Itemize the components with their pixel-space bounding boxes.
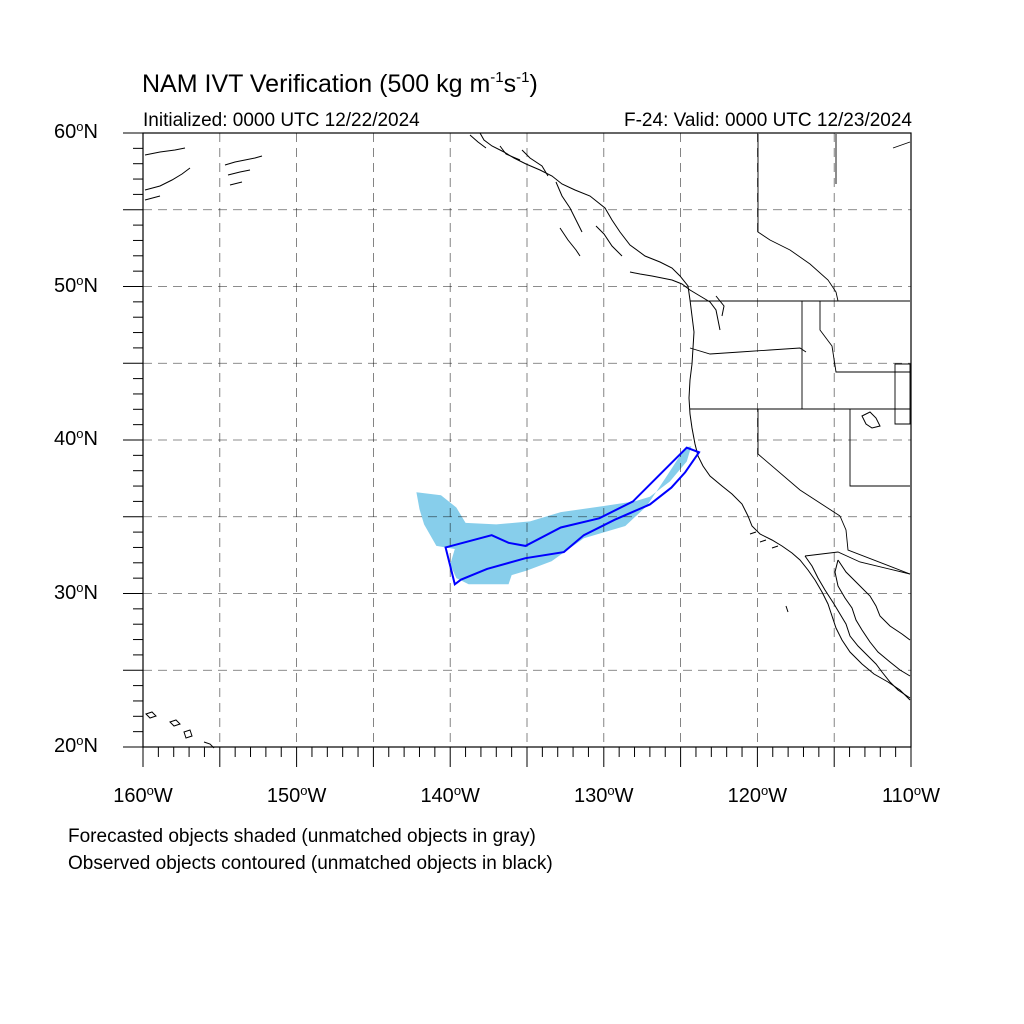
observed-ivt-contour xyxy=(444,446,701,586)
gulf-of-california xyxy=(834,559,911,677)
lon-label-160: 160oW xyxy=(113,783,173,807)
border-id xyxy=(801,301,910,409)
forecast-ivt-object xyxy=(416,446,692,585)
coastline-alaska xyxy=(144,134,725,331)
lon-label-120: 120oW xyxy=(727,783,788,807)
lat-label-40: 40oN xyxy=(54,426,98,450)
border-us-mexico xyxy=(804,551,911,575)
observed-legend-note: Observed objects contoured (unmatched ob… xyxy=(68,853,553,874)
great-salt-lake xyxy=(861,411,881,429)
lon-label-150: 150oW xyxy=(266,783,327,807)
lat-label-60: 60oN xyxy=(54,119,98,143)
coastline-north-america xyxy=(479,132,911,701)
lon-label-140: 140oW xyxy=(420,783,480,807)
border-wa-or xyxy=(689,347,807,355)
hawaii-islands xyxy=(145,711,215,749)
border-ca-nv xyxy=(757,409,841,517)
lon-label-130: 130oW xyxy=(574,783,634,807)
forecast-legend-note: Forecasted objects shaded (unmatched obj… xyxy=(68,826,536,847)
border-top-right xyxy=(892,141,911,149)
border-canada-bc-ab xyxy=(757,134,839,302)
border-nv-az xyxy=(839,409,911,575)
initialized-time: Initialized: 0000 UTC 12/22/2024 xyxy=(143,110,420,131)
lat-label-20: 20oN xyxy=(54,733,98,757)
coastline-baja xyxy=(804,555,911,699)
channel-islands xyxy=(749,531,789,613)
valid-time: F-24: Valid: 0000 UTC 12/23/2024 xyxy=(624,110,912,131)
lat-label-50: 50oN xyxy=(54,272,98,297)
lon-label-110: 110oW xyxy=(881,783,941,807)
border-right-edge xyxy=(894,363,911,425)
islands-top-left xyxy=(224,155,263,186)
map-title: NAM IVT Verification (500 kg m-1s-1) xyxy=(142,69,538,98)
lat-label-30: 30oN xyxy=(54,579,98,604)
